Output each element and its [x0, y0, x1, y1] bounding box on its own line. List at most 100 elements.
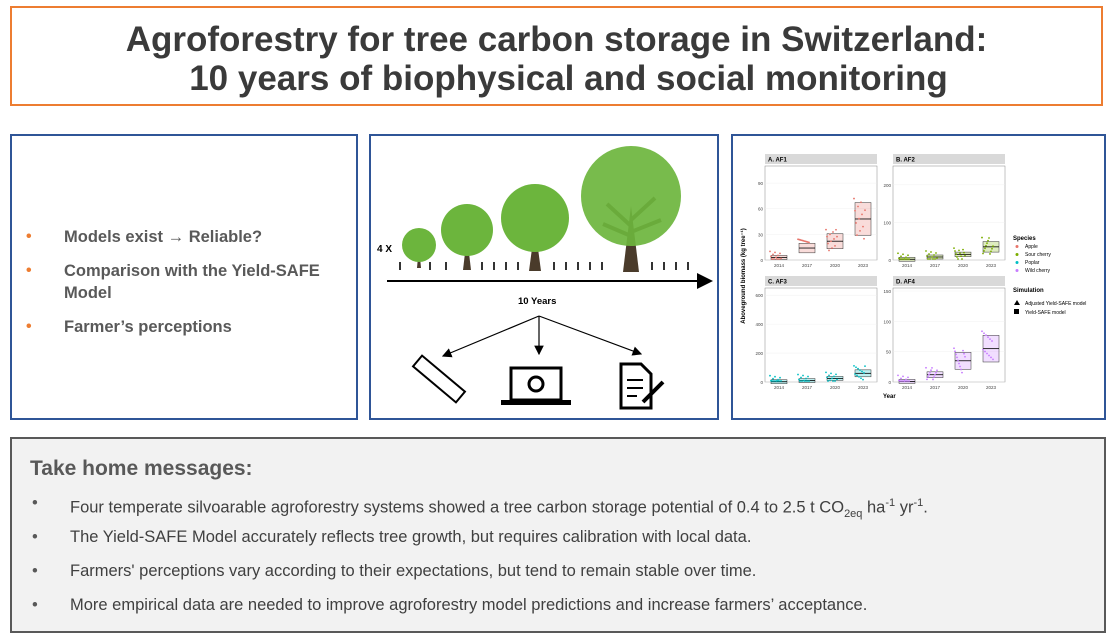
multiplier-label: 4 X: [377, 244, 392, 255]
data-point: [953, 247, 955, 250]
data-point: [778, 380, 780, 382]
data-point: [931, 256, 933, 258]
data-point: [858, 217, 860, 220]
data-point: [777, 254, 779, 257]
data-point: [826, 235, 828, 238]
x-tick-label: 2020: [830, 263, 841, 268]
bullet-icon: •: [26, 262, 32, 279]
data-point: [981, 330, 983, 333]
data-point: [988, 354, 990, 357]
data-point: [769, 250, 771, 253]
data-point: [827, 380, 829, 382]
biomass-chart-panel: Aboveground biomass (kg tree⁻¹) Year A. …: [731, 134, 1106, 420]
data-point: [962, 349, 964, 352]
data-point: [954, 350, 956, 353]
x-tick-label: 2017: [930, 263, 941, 268]
method-diagram: 4 X 10: [377, 146, 713, 410]
y-tick-label: 0: [888, 258, 891, 263]
data-point: [985, 244, 987, 247]
data-point: [963, 251, 965, 254]
data-point: [981, 236, 983, 239]
title-box: Agroforestry for tree carbon storage in …: [10, 6, 1103, 106]
data-point: [992, 358, 994, 361]
y-tick-label: 100: [883, 319, 891, 324]
data-point: [779, 376, 781, 379]
data-point: [834, 380, 836, 382]
x-tick-label: 2020: [958, 263, 969, 268]
data-point: [804, 380, 806, 382]
data-point: [987, 239, 989, 242]
x-tick-label: 2017: [802, 385, 813, 390]
data-point: [908, 258, 910, 260]
question-item: • Farmer’s perceptions: [26, 316, 346, 338]
bullet-icon: •: [32, 494, 38, 512]
y-tick-label: 30: [758, 232, 764, 237]
data-point: [933, 376, 935, 379]
data-point: [835, 228, 837, 231]
data-point: [828, 374, 830, 377]
data-point: [982, 348, 984, 351]
bullet-icon: •: [32, 596, 38, 614]
data-point: [825, 371, 827, 374]
triangle-marker-icon: [1014, 300, 1020, 305]
question-list: • Models exist → Reliable? • Comparison wi…: [26, 226, 346, 350]
data-point: [856, 374, 858, 377]
panel-frame: [764, 287, 878, 383]
x-tick-label: 2023: [986, 263, 997, 268]
data-point: [986, 242, 988, 245]
question-item: • Models exist → Reliable?: [26, 226, 346, 248]
legend-title-species: Species: [1013, 236, 1036, 242]
msg-text: .: [923, 498, 928, 517]
data-point: [989, 338, 991, 340]
data-point: [773, 258, 775, 260]
data-point: [863, 237, 865, 240]
data-point: [862, 225, 864, 228]
branch-arrow: [538, 315, 643, 356]
data-point: [829, 233, 831, 236]
legend-title-simulation: Simulation: [1013, 288, 1044, 294]
data-point: [805, 377, 807, 380]
data-point: [830, 372, 832, 375]
msg-sup: -1: [913, 497, 924, 509]
data-point: [901, 258, 903, 260]
data-point: [992, 245, 994, 248]
data-point: [808, 241, 810, 244]
panel-strip: [765, 276, 877, 286]
msg-text: The Yield-SAFE Model accurately reflects…: [70, 528, 752, 546]
data-point: [808, 380, 810, 382]
data-point: [925, 366, 927, 369]
x-axis-label: Year: [883, 394, 896, 400]
branch-arrow: [441, 315, 540, 358]
data-point: [936, 369, 938, 372]
x-tick-label: 2017: [802, 263, 813, 268]
title-line-2: 10 years of biophysical and social monit…: [189, 59, 948, 98]
data-point: [900, 377, 902, 380]
y-tick-label: 0: [888, 380, 891, 385]
data-point: [954, 250, 956, 252]
data-point: [860, 377, 862, 380]
data-point: [863, 371, 865, 374]
data-point: [963, 352, 965, 355]
data-point: [960, 368, 962, 371]
data-point: [772, 377, 774, 380]
data-point: [990, 250, 992, 253]
msg-sup: -1: [885, 497, 896, 509]
data-point: [776, 380, 778, 382]
title-line-1: Agroforestry for tree carbon storage in …: [125, 20, 988, 59]
bullet-icon: •: [26, 318, 32, 335]
data-point: [908, 380, 910, 382]
data-point: [901, 380, 903, 382]
data-point: [987, 336, 989, 339]
msg-text: More empirical data are needed to improv…: [70, 596, 868, 614]
biomass-chart: Aboveground biomass (kg tree⁻¹) Year A. …: [740, 154, 1086, 400]
data-point: [855, 366, 857, 369]
panel-strip: [765, 154, 877, 164]
data-point: [926, 255, 928, 257]
question-item: • Comparison with the Yield-SAFE Model: [26, 260, 346, 304]
data-point: [897, 252, 899, 255]
data-point: [858, 375, 860, 378]
data-point: [927, 258, 929, 260]
data-point: [801, 380, 803, 382]
data-point: [778, 258, 780, 260]
x-tick-label: 2014: [902, 385, 913, 390]
